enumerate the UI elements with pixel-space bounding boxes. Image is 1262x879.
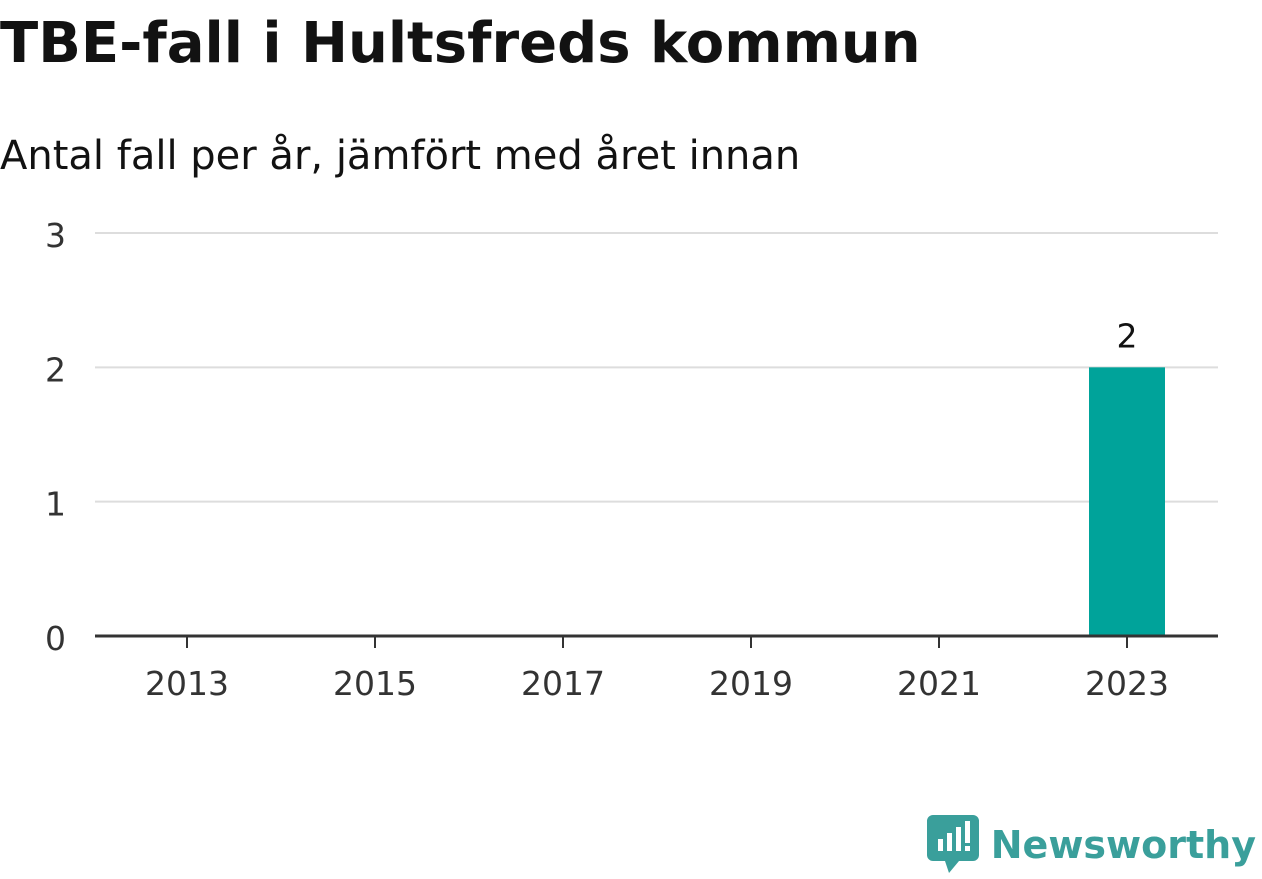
newsworthy-brand: Newsworthy: [926, 811, 1256, 879]
bars: [1089, 367, 1165, 636]
x-tick-label: 2019: [709, 664, 793, 703]
y-axis-ticks: 0 1 2 3: [45, 216, 66, 658]
brand-name: Newsworthy: [990, 823, 1256, 867]
x-tick-label: 2023: [1085, 664, 1169, 703]
x-tick-label: 2017: [521, 664, 605, 703]
chart-subtitle: Antal fall per år, jämfört med året inna…: [0, 133, 801, 179]
newsworthy-logo-icon: [926, 815, 979, 873]
x-axis-ticks: 2013 2015 2017 2019 2021 2023: [95, 634, 1218, 703]
x-tick-label: 2015: [333, 664, 417, 703]
y-tick-label: 2: [45, 350, 66, 389]
y-tick-label: 3: [45, 216, 66, 255]
data-labels: 2: [1117, 316, 1138, 355]
x-tick-label: 2021: [897, 664, 981, 703]
y-tick-label: 1: [45, 485, 66, 524]
data-label: 2: [1117, 316, 1138, 355]
y-tick-label: 0: [45, 619, 66, 658]
gridlines: [95, 232, 1218, 503]
x-tick-label: 2013: [145, 664, 229, 703]
bar: [1089, 367, 1165, 636]
chart-title: TBE-fall i Hultsfreds kommun: [0, 11, 921, 76]
